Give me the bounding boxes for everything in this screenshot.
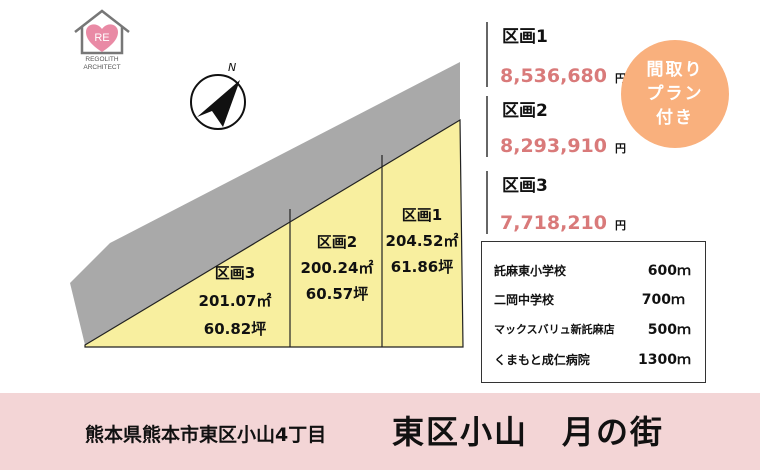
floor-plan-badge: 間取り プラン 付き — [621, 40, 729, 148]
amenity-item: くまもと成仁病院 1300ｍ — [494, 352, 691, 368]
price-lot-3: 区画3 7,718,210 円 — [486, 171, 640, 234]
amenity-item: マックスバリュ新託麻店 500ｍ — [494, 322, 691, 338]
price-lot-2: 区画2 8,293,910 円 — [486, 96, 640, 157]
svg-text:REGOLITH: REGOLITH — [85, 56, 119, 63]
amenities-box: 託麻東小学校 600ｍ 二岡中学校 700ｍ マックスバリュ新託麻店 500ｍ くまも… — [481, 241, 706, 383]
amenity-item: 託麻東小学校 600ｍ — [494, 263, 691, 279]
compass-icon — [190, 74, 246, 130]
svg-text:ARCHITECT: ARCHITECT — [83, 64, 120, 70]
address: 熊本県熊本市東区小山4丁目 — [85, 424, 327, 446]
footer-band: 熊本県熊本市東区小山4丁目 東区小山 月の街 — [0, 393, 760, 470]
price-lot-1: 区画1 8,536,680 円 — [486, 22, 640, 87]
amenity-item: 二岡中学校 700ｍ — [494, 292, 685, 308]
site-plan — [70, 62, 464, 348]
development-name: 東区小山 月の街 — [392, 413, 665, 451]
compass-north-label: N — [228, 61, 237, 74]
lot-label-2: 区画2 200.24㎡ 60.57坪 — [300, 233, 374, 303]
road — [70, 62, 460, 345]
lot-label-3: 区画3 201.07㎡ 60.82坪 — [198, 264, 272, 338]
logo: RE REGOLITH ARCHITECT — [74, 9, 130, 70]
lots-area — [84, 118, 464, 348]
lot-label-1: 区画1 204.52㎡ 61.86坪 — [385, 206, 459, 276]
svg-text:RE: RE — [94, 32, 109, 44]
